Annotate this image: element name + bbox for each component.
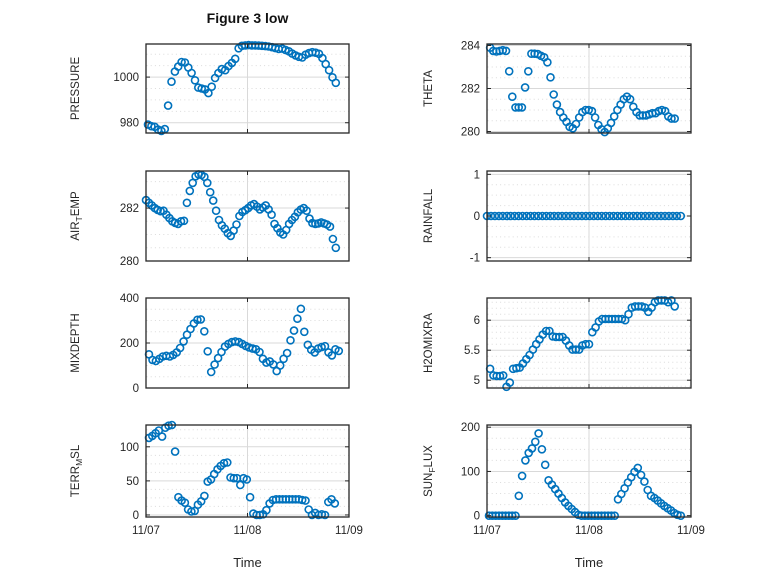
plot-area-mixdepth: 0 200 400 MIXDEPTH xyxy=(70,293,350,395)
subplot-pressure: 980 1000 PRESSURE xyxy=(70,40,350,136)
y-axis-label-terr_msl: TERRMSL xyxy=(70,444,84,497)
y-tick-label: 200 xyxy=(461,422,480,434)
scatter-markers-mixdepth xyxy=(144,304,344,377)
subplot-airtemp: 280 282 AIRTEMP xyxy=(70,170,350,268)
tick-marks xyxy=(486,298,692,388)
scatter-markers-theta xyxy=(485,43,679,137)
y-axis-label-airtemp: AIRTEMP xyxy=(70,191,84,241)
x-tick-label: 11/08 xyxy=(234,525,262,537)
y-tick-label: 0 xyxy=(133,510,139,522)
major-gridlines xyxy=(487,44,691,133)
y-axis-label-h2omixra: H2OMIXRA xyxy=(423,313,435,373)
y-tick-label: 100 xyxy=(120,442,139,454)
x-axis-label-right: Time xyxy=(574,555,604,570)
x-tick-label: 11/08 xyxy=(575,525,603,537)
subplot-terr_msl: 0 50 100 TERRMSL 11/07 11/08 11/09 xyxy=(70,420,363,537)
scatter-markers-terr_msl xyxy=(144,420,340,520)
y-tick-label: 1000 xyxy=(113,72,139,84)
plot-area-rainfall: -1 0 1 RAINFALL xyxy=(423,169,692,265)
scatter-markers-pressure xyxy=(143,40,341,136)
y-tick-label: 0 xyxy=(474,211,480,223)
y-tick-label: 0 xyxy=(474,511,480,523)
y-tick-label: 6 xyxy=(474,315,480,327)
y-tick-label: -1 xyxy=(470,253,480,265)
y-tick-label: 280 xyxy=(461,126,480,138)
tick-marks xyxy=(145,425,350,517)
subplot-h2omixra: 5 5.5 6 H2OMIXRA xyxy=(423,296,692,392)
tick-marks xyxy=(145,44,350,133)
y-tick-label: 284 xyxy=(461,41,481,53)
y-tick-label: 1 xyxy=(474,169,480,181)
y-tick-label: 980 xyxy=(120,118,139,130)
y-axis-label-theta: THETA xyxy=(423,70,435,107)
plot-area-sun_flux: 0 100 200 SUNFLUX 11/07 11/08 11/09 xyxy=(423,422,705,537)
subplot-sun_flux: 0 100 200 SUNFLUX 11/07 11/08 11/09 xyxy=(423,422,705,537)
scatter-markers-rainfall xyxy=(482,211,686,221)
tick-marks xyxy=(145,171,350,262)
plot-area-pressure: 980 1000 PRESSURE xyxy=(70,40,350,136)
subplot-rainfall: -1 0 1 RAINFALL xyxy=(423,169,692,265)
y-tick-label: 5 xyxy=(474,375,480,387)
y-axis-label-sun_flux: SUNFLUX xyxy=(423,445,437,497)
y-axis-label-mixdepth: MIXDEPTH xyxy=(70,313,82,372)
major-gridlines xyxy=(146,44,349,133)
y-tick-label: 280 xyxy=(120,256,139,268)
y-tick-label: 50 xyxy=(126,476,139,488)
plot-area-terr_msl: 0 50 100 TERRMSL 11/07 11/08 11/09 xyxy=(70,420,363,537)
scatter-markers-sun_flux xyxy=(484,429,686,520)
y-tick-label: 282 xyxy=(461,84,480,96)
y-axis-label-rainfall: RAINFALL xyxy=(423,188,435,243)
x-tick-label: 11/07 xyxy=(473,525,501,537)
y-axis-label-pressure: PRESSURE xyxy=(70,57,82,121)
scatter-markers-airtemp xyxy=(141,170,341,253)
x-tick-label: 11/09 xyxy=(335,525,363,537)
plot-area-h2omixra: 5 5.5 6 H2OMIXRA xyxy=(423,296,692,392)
figure-title: Figure 3 low xyxy=(206,10,289,26)
major-gridlines xyxy=(146,425,349,517)
y-tick-label: 5.5 xyxy=(464,345,480,357)
tick-marks xyxy=(145,297,350,389)
plot-area-airtemp: 280 282 AIRTEMP xyxy=(70,170,350,268)
y-tick-label: 200 xyxy=(120,338,139,350)
x-tick-label: 11/07 xyxy=(132,525,160,537)
y-tick-label: 282 xyxy=(120,203,139,215)
x-axis-label-left: Time xyxy=(233,555,262,570)
scatter-markers-h2omixra xyxy=(485,296,679,392)
subplot-theta: 280 282 284 THETA xyxy=(423,41,692,138)
plot-area-theta: 280 282 284 THETA xyxy=(423,41,692,138)
tick-marks xyxy=(486,171,692,261)
tick-marks xyxy=(486,425,692,517)
y-tick-label: 0 xyxy=(133,383,139,395)
y-tick-label: 400 xyxy=(120,293,139,305)
y-tick-label: 100 xyxy=(461,466,480,478)
tick-marks xyxy=(486,44,692,133)
x-tick-label: 11/09 xyxy=(677,525,705,537)
subplot-mixdepth: 0 200 400 MIXDEPTH xyxy=(70,293,350,395)
